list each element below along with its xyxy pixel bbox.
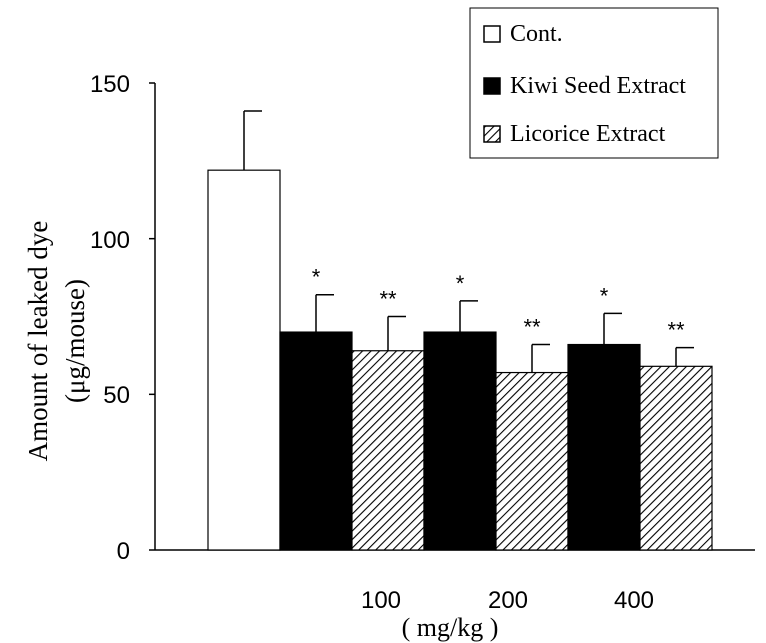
bar-g1-b1	[351, 350, 425, 551]
bar-g3-b1	[639, 365, 713, 551]
y-axis-title-line1: Amount of leaked dye	[23, 221, 53, 462]
legend-swatch-cont	[483, 25, 501, 43]
legend-swatch-kiwi	[483, 77, 501, 95]
significance-markers: *********	[312, 265, 685, 343]
sig-marker-g2-b0: *	[456, 271, 465, 296]
y-tick-labels: 0 50 100 150	[90, 71, 130, 565]
bar-g1-b0	[279, 331, 353, 551]
sig-marker-g2-b1: **	[523, 315, 541, 340]
bar-g3-b0	[567, 343, 641, 551]
sig-marker-g3-b0: *	[600, 283, 609, 308]
x-axis-title: ( mg/kg )	[402, 613, 499, 642]
y-tick-label-0: 0	[117, 538, 130, 565]
sig-marker-g1-b1: **	[379, 287, 397, 312]
x-tick-labels: 100 200 400	[361, 587, 654, 614]
y-axis-title: Amount of leaked dye (μg/mouse)	[23, 221, 90, 462]
legend-box	[469, 7, 719, 159]
y-tick-label-100: 100	[90, 227, 130, 254]
y-tick-label-50: 50	[103, 382, 130, 409]
x-tick-label-400: 400	[614, 587, 654, 614]
bar-g0-b0	[207, 169, 281, 551]
error-bars	[243, 110, 694, 373]
x-tick-label-200: 200	[488, 587, 528, 614]
legend-label-licorice: Licorice Extract	[510, 121, 666, 147]
legend-label-kiwi: Kiwi Seed Extract	[510, 73, 686, 99]
sig-marker-g3-b1: **	[667, 318, 685, 343]
bars	[207, 169, 713, 551]
bar-g2-b0	[423, 331, 497, 551]
sig-marker-g1-b0: *	[312, 265, 321, 290]
legend-label-cont: Cont.	[510, 21, 563, 47]
x-tick-label-100: 100	[361, 587, 401, 614]
bar-g2-b1	[495, 371, 569, 551]
y-axis-title-line2: (μg/mouse)	[60, 279, 90, 403]
legend: Cont. Kiwi Seed Extract Licorice Extract	[469, 7, 719, 159]
y-tick-label-150: 150	[90, 71, 130, 98]
legend-swatch-licorice	[483, 125, 501, 143]
